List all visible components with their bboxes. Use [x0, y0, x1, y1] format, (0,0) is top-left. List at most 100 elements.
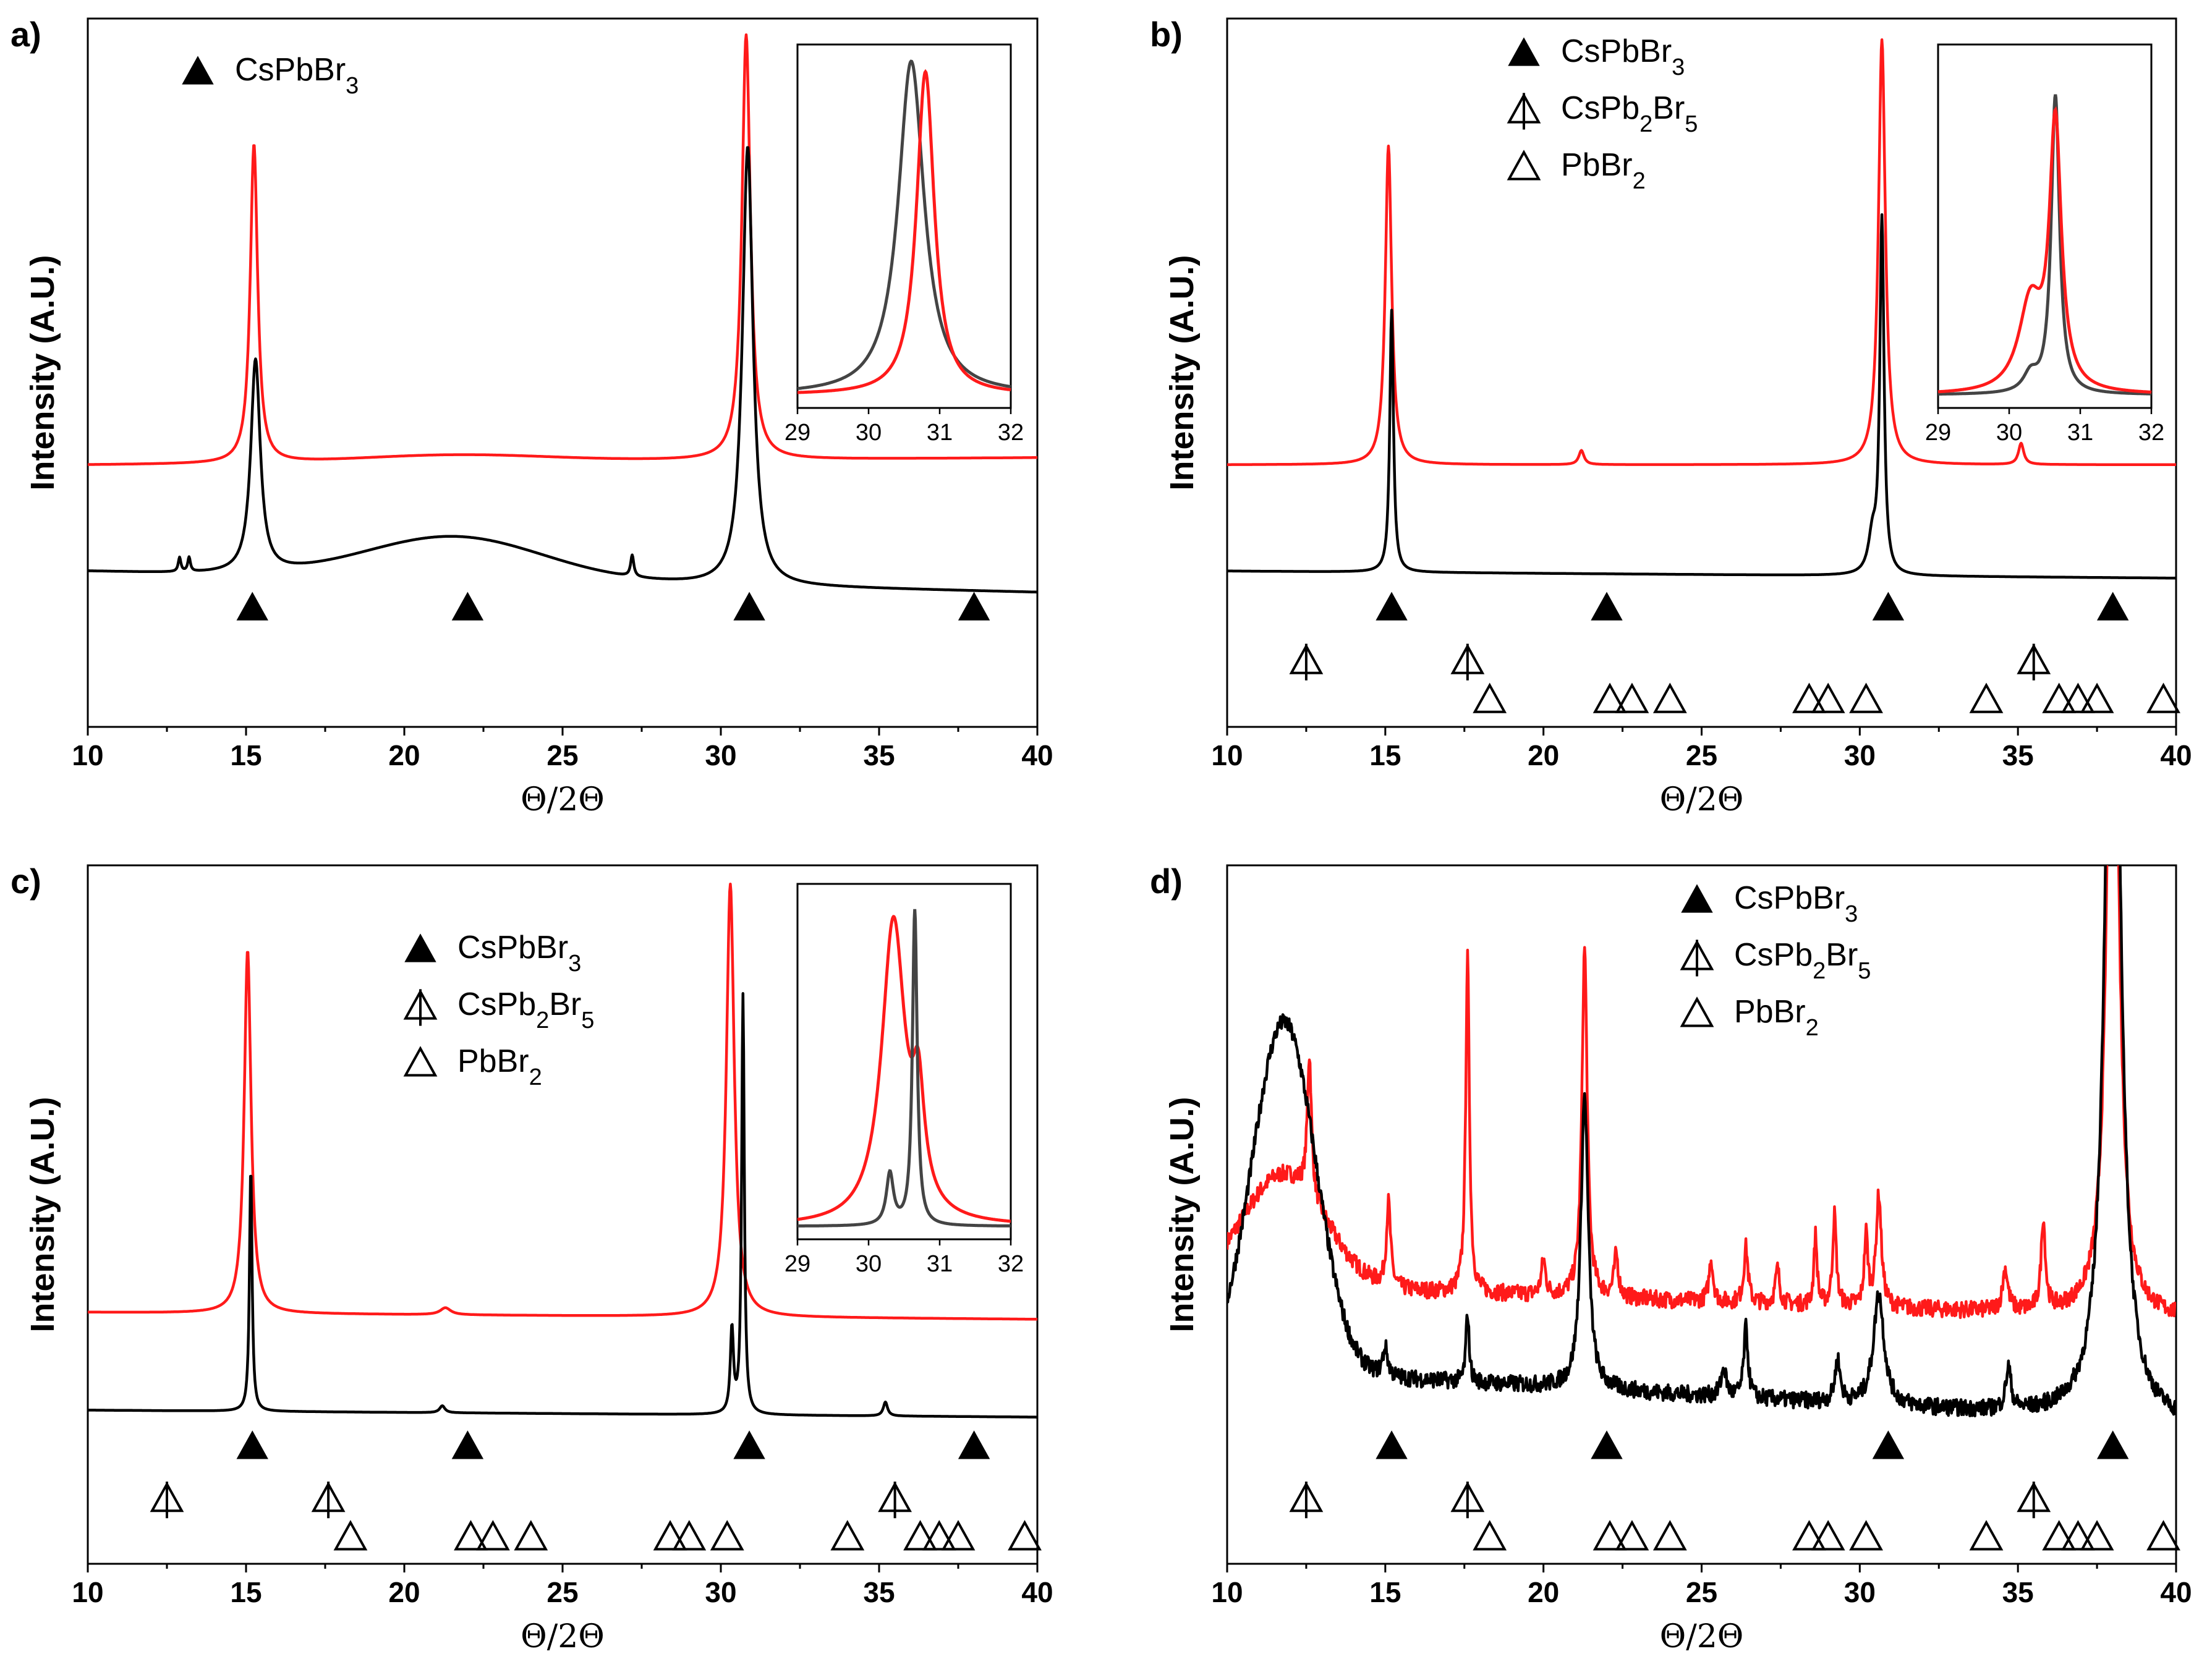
reference-marker-open-triangle — [2146, 682, 2180, 713]
x-axis-label: Θ/2Θ — [521, 1618, 605, 1655]
inset-tick-label: 32 — [998, 420, 1024, 446]
inset-line-red — [797, 915, 1011, 1223]
reference-marker-filled-triangle — [2096, 1430, 2129, 1459]
inset-frame — [796, 883, 1012, 1241]
reference-marker-filled-triangle — [1591, 592, 1623, 621]
x-tick-label: 20 — [388, 739, 420, 771]
y-axis-label: Intensity (A.U.) — [24, 1097, 61, 1332]
series-line-red — [88, 882, 1037, 1321]
x-tick-label: 25 — [546, 1576, 578, 1608]
x-tick-label: 10 — [72, 739, 103, 771]
reference-marker-open-triangle — [1593, 1520, 1627, 1551]
reference-marker-open-triangle — [941, 1520, 976, 1551]
reference-marker-filled-triangle — [1591, 1430, 1623, 1459]
reference-marker-filled-triangle — [733, 1430, 765, 1459]
series-line-black — [88, 146, 1037, 594]
x-tick-label: 35 — [2002, 739, 2034, 771]
reference-marker-open-triangle — [830, 1520, 865, 1551]
inset-tick-label: 31 — [2067, 420, 2093, 446]
legend-symbol-open-triangle — [1507, 150, 1541, 180]
x-tick-label: 40 — [2160, 739, 2192, 771]
x-tick-label: 20 — [1528, 1576, 1559, 1608]
reference-marker-crossed-triangle — [1450, 1481, 1485, 1519]
legend-symbol-open-triangle — [403, 1046, 438, 1077]
legend-symbol-filled-triangle — [1508, 37, 1540, 66]
inset-tick-label: 31 — [927, 420, 953, 446]
inset-tick-label: 32 — [2138, 420, 2164, 446]
x-tick-label: 40 — [1021, 739, 1053, 771]
inset-tick-label: 30 — [856, 1251, 882, 1277]
reference-marker-open-triangle — [1615, 682, 1649, 713]
inset-line-black — [797, 59, 1011, 391]
legend-entry: CsPb2Br5 — [457, 986, 594, 1033]
reference-marker-filled-triangle — [1376, 592, 1408, 621]
reference-marker-open-triangle — [2080, 1520, 2114, 1551]
reference-marker-open-triangle — [1792, 1520, 1826, 1551]
reference-marker-open-triangle — [922, 1520, 956, 1551]
series-line-black — [1227, 865, 2176, 1418]
x-tick-label: 35 — [2002, 1576, 2034, 1608]
reference-marker-open-triangle — [2080, 682, 2114, 713]
reference-marker-open-triangle — [903, 1520, 937, 1551]
reference-marker-filled-triangle — [451, 1430, 484, 1459]
x-tick-label: 10 — [1211, 1576, 1243, 1608]
x-axis-label: Θ/2Θ — [521, 781, 605, 818]
reference-marker-open-triangle — [1811, 1520, 1845, 1551]
panel-label: b) — [1150, 15, 1183, 54]
x-tick-label: 25 — [546, 739, 578, 771]
x-tick-label: 30 — [705, 739, 736, 771]
reference-marker-open-triangle — [333, 1520, 368, 1551]
reference-marker-filled-triangle — [451, 592, 484, 621]
reference-marker-open-triangle — [2042, 682, 2077, 713]
legend-entry: CsPb2Br5 — [1561, 90, 1698, 137]
legend-symbol-filled-triangle — [182, 56, 214, 85]
reference-marker-crossed-triangle — [2017, 1481, 2051, 1519]
reference-marker-open-triangle — [454, 1520, 488, 1551]
panel-a: a) 10 15 20 25 30 35 40 Θ/2Θ Intensity (A.U.) CsPb… — [11, 15, 1053, 818]
reference-marker-filled-triangle — [236, 592, 268, 621]
x-tick-label: 10 — [1211, 739, 1243, 771]
legend-symbol-crossed-triangle — [1507, 93, 1541, 130]
inset-tick-label: 29 — [785, 1251, 810, 1277]
reference-marker-open-triangle — [475, 1520, 510, 1551]
legend-entry: CsPbBr3 — [235, 52, 359, 99]
reference-marker-crossed-triangle — [1450, 643, 1485, 681]
inset-tick-label: 31 — [927, 1251, 953, 1277]
reference-marker-open-triangle — [672, 1520, 707, 1551]
inset-line-black — [1938, 94, 2151, 396]
series-group — [88, 33, 1037, 594]
reference-marker-filled-triangle — [958, 1430, 990, 1459]
reference-marker-open-triangle — [1969, 1520, 2004, 1551]
legend-entry: CsPbBr3 — [1561, 33, 1685, 80]
y-axis-label: Intensity (A.U.) — [1163, 1097, 1201, 1332]
inset-tick-label: 30 — [856, 420, 882, 446]
x-tick-label: 15 — [1369, 739, 1401, 771]
reference-marker-open-triangle — [1615, 1520, 1649, 1551]
panel-b: b) 10 15 20 25 30 35 40 Θ/2Θ Intensity (A.U.) CsPb… — [1150, 15, 2192, 818]
reference-marker-open-triangle — [1849, 1520, 1883, 1551]
reference-marker-filled-triangle — [733, 592, 765, 621]
reference-marker-open-triangle — [1969, 682, 2004, 713]
x-tick-label: 35 — [863, 1576, 895, 1608]
legend-entry: PbBr2 — [1734, 994, 1819, 1041]
x-tick-label: 30 — [1844, 739, 1876, 771]
x-tick-label: 30 — [1844, 1576, 1876, 1608]
inset-line-red — [797, 69, 1011, 394]
legend-entry: CsPbBr3 — [1734, 880, 1858, 927]
reference-marker-open-triangle — [653, 1520, 687, 1551]
x-tick-label: 15 — [230, 1576, 262, 1608]
inset-line-red — [1937, 106, 2152, 394]
series-group — [1227, 865, 2176, 1418]
legend-entry: CsPb2Br5 — [1734, 937, 1871, 984]
series-group — [88, 882, 1037, 1419]
inset-line-black — [797, 909, 1011, 1228]
panel-label: c) — [11, 862, 41, 901]
reference-marker-open-triangle — [1811, 682, 1845, 713]
reference-marker-open-triangle — [710, 1520, 744, 1551]
reference-marker-filled-triangle — [958, 592, 990, 621]
reference-marker-filled-triangle — [2096, 592, 2129, 621]
inset-tick-label: 30 — [1996, 420, 2022, 446]
series-line-red — [88, 33, 1037, 466]
x-tick-label: 35 — [863, 739, 895, 771]
panel-d: d) 10 15 20 25 30 35 40 Θ/2Θ Intensity (A.U.) CsPb… — [1150, 862, 2192, 1655]
